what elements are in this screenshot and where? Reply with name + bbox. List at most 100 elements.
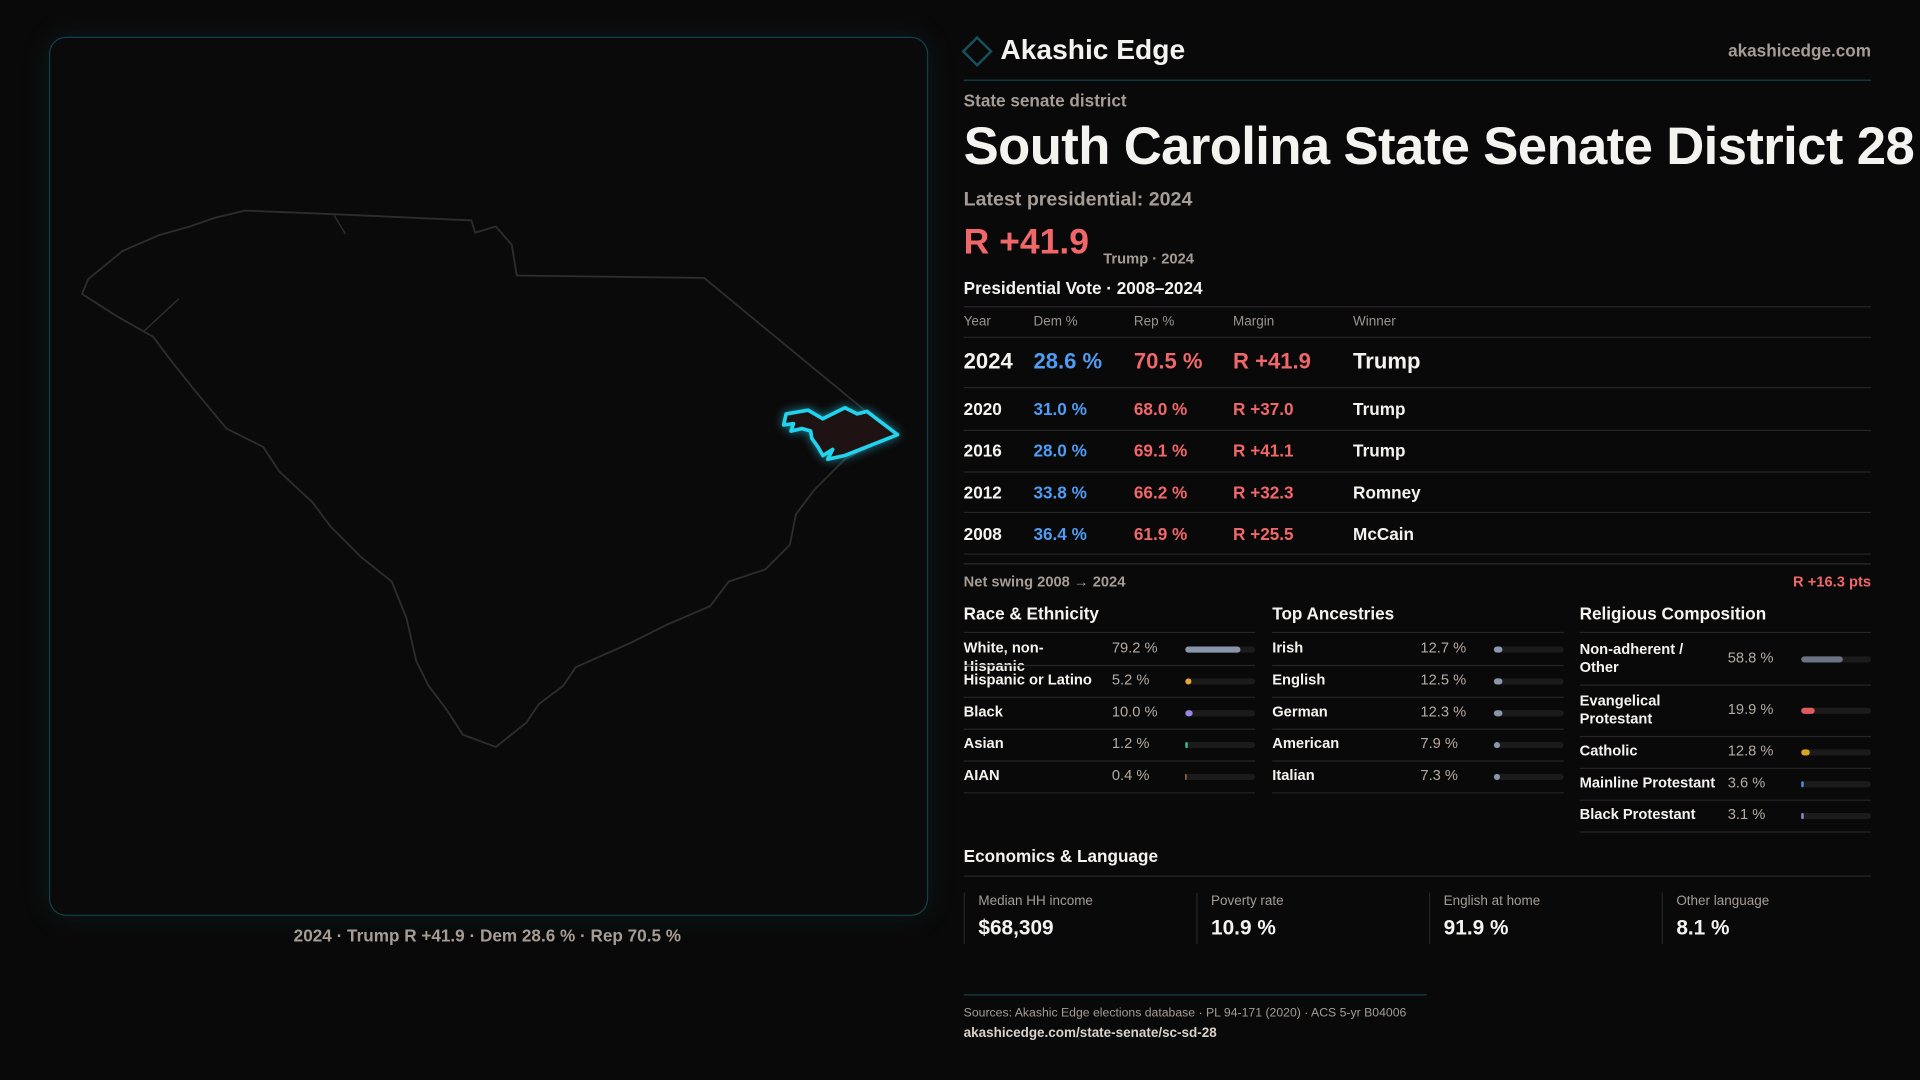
demo-bar-fill — [1801, 781, 1804, 788]
demo-label: AIAN — [963, 766, 1000, 784]
demo-value: 58.8 % — [1727, 648, 1774, 667]
swing-value: R +16.3 pts — [1793, 573, 1872, 591]
map-caption: 2024 · Trump R +41.9 · Dem 28.6 % · Rep … — [293, 925, 682, 946]
pres-cell-winner: McCain — [1353, 524, 1415, 544]
econ-value: 10.9 % — [1211, 915, 1276, 940]
pres-cell-year: 2024 — [963, 348, 1013, 374]
col-rep: Rep % — [1133, 314, 1175, 330]
pres-cell-margin: R +25.5 — [1233, 524, 1294, 544]
pres-cell-dem: 31.0 % — [1033, 399, 1087, 419]
demo-bar-fill — [1493, 678, 1503, 685]
pres-cell-winner: Trump — [1353, 399, 1406, 419]
demo-label: Catholic — [1579, 742, 1638, 760]
demo-section-title: Religious Composition — [1579, 603, 1767, 624]
demo-label: Non-adherent / Other — [1579, 640, 1684, 676]
demo-bar — [1185, 742, 1256, 749]
pres-cell-winner: Trump — [1353, 440, 1406, 461]
county-line — [143, 215, 346, 332]
demo-label: American — [1272, 734, 1340, 752]
demo-value: 5.2 % — [1111, 671, 1150, 689]
permalink[interactable]: akashicedge.com/state-senate/sc-sd-28 — [963, 1026, 1217, 1041]
demo-bar — [1185, 646, 1256, 653]
pres-title: Presidential Vote · 2008–2024 — [963, 277, 1203, 298]
brand-url[interactable]: akashicedge.com — [1728, 40, 1872, 61]
demo-bar-fill — [1493, 710, 1503, 717]
latest-label: Latest presidential: 2024 — [963, 189, 1193, 211]
col-year: Year — [963, 314, 991, 330]
demo-bar-fill — [1493, 646, 1503, 653]
demo-label: German — [1272, 702, 1328, 721]
econ-label: Other language — [1676, 893, 1770, 909]
demo-value: 10.0 % — [1111, 702, 1158, 721]
pres-cell-year: 2020 — [963, 399, 1002, 419]
demo-bar — [1185, 773, 1256, 781]
sources: Sources: Akashic Edge elections database… — [963, 1006, 1407, 1021]
page-title: South Carolina State Senate District 28 — [963, 117, 1915, 177]
econ-label: English at home — [1443, 893, 1541, 909]
latest-margin-sub: Trump · 2024 — [1103, 249, 1194, 267]
demo-bar-fill — [1185, 742, 1188, 749]
demo-bar — [1493, 710, 1564, 717]
demo-bar — [1801, 813, 1872, 820]
demo-value: 19.9 % — [1727, 700, 1774, 718]
econ-title: Economics & Language — [963, 846, 1159, 866]
pres-cell-rep: 68.0 % — [1133, 399, 1188, 419]
demo-label: Hispanic or Latino — [963, 671, 1092, 689]
swing-label: Net swing 2008 → 2024 — [963, 573, 1126, 591]
pres-cell-year: 2012 — [963, 482, 1002, 503]
econ-label: Median HH income — [978, 893, 1093, 909]
pres-cell-rep: 69.1 % — [1133, 440, 1188, 461]
demo-bar — [1493, 678, 1564, 685]
demo-value: 7.3 % — [1420, 766, 1458, 784]
demo-label: Evangelical Protestant — [1579, 691, 1661, 728]
pres-cell-dem: 28.6 % — [1033, 348, 1103, 374]
demo-value: 3.6 % — [1727, 773, 1766, 792]
pres-cell-margin: R +37.0 — [1233, 399, 1294, 419]
demo-label: Asian — [963, 734, 1004, 752]
demo-bar-fill — [1801, 707, 1816, 714]
demo-bar — [1185, 710, 1256, 717]
district-kind: State senate district — [963, 90, 1127, 111]
demo-bar-fill — [1801, 656, 1843, 663]
demo-bar-fill — [1801, 749, 1811, 756]
pres-cell-winner: Romney — [1353, 482, 1421, 503]
demo-bar — [1801, 656, 1872, 663]
demo-bar-fill — [1185, 710, 1193, 717]
latest-margin: R +41.9 — [963, 222, 1090, 263]
pres-cell-dem: 28.0 % — [1033, 440, 1087, 461]
pres-cell-year: 2008 — [963, 524, 1002, 544]
brand-name: Akashic Edge — [1000, 33, 1186, 65]
demo-value: 3.1 % — [1727, 805, 1766, 823]
demo-label: Irish — [1272, 639, 1304, 657]
demo-value: 1.2 % — [1111, 734, 1150, 752]
pres-cell-margin: R +41.9 — [1233, 348, 1311, 374]
pres-cell-rep: 70.5 % — [1133, 348, 1203, 374]
demo-bar — [1493, 646, 1564, 653]
district-outline[interactable] — [781, 405, 900, 462]
demo-section-title: Race & Ethnicity — [963, 603, 1099, 624]
demo-value: 12.8 % — [1727, 742, 1774, 760]
demo-value: 12.5 % — [1420, 671, 1467, 689]
econ-label: Poverty rate — [1211, 893, 1284, 909]
col-margin: Margin — [1233, 314, 1275, 330]
demo-value: 7.9 % — [1420, 734, 1458, 752]
econ-value: 8.1 % — [1676, 915, 1730, 940]
map-panel[interactable] — [48, 36, 929, 916]
demo-value: 12.7 % — [1420, 639, 1467, 657]
demo-bar — [1493, 773, 1564, 781]
demo-section-title: Top Ancestries — [1272, 603, 1395, 624]
state-outline — [80, 209, 896, 748]
demo-bar-fill — [1185, 678, 1192, 685]
pres-cell-rep: 61.9 % — [1133, 524, 1188, 544]
demo-label: Black — [963, 702, 1003, 721]
demo-label: Mainline Protestant — [1579, 773, 1716, 792]
demo-bar-fill — [1801, 813, 1804, 820]
demo-bar-fill — [1493, 742, 1501, 749]
demo-label: Italian — [1272, 766, 1315, 784]
demo-bar — [1185, 678, 1256, 685]
header-divider — [963, 79, 1872, 81]
demo-label: Black Protestant — [1579, 805, 1696, 823]
demo-bar — [1493, 742, 1564, 749]
pres-cell-winner: Trump — [1353, 348, 1421, 374]
